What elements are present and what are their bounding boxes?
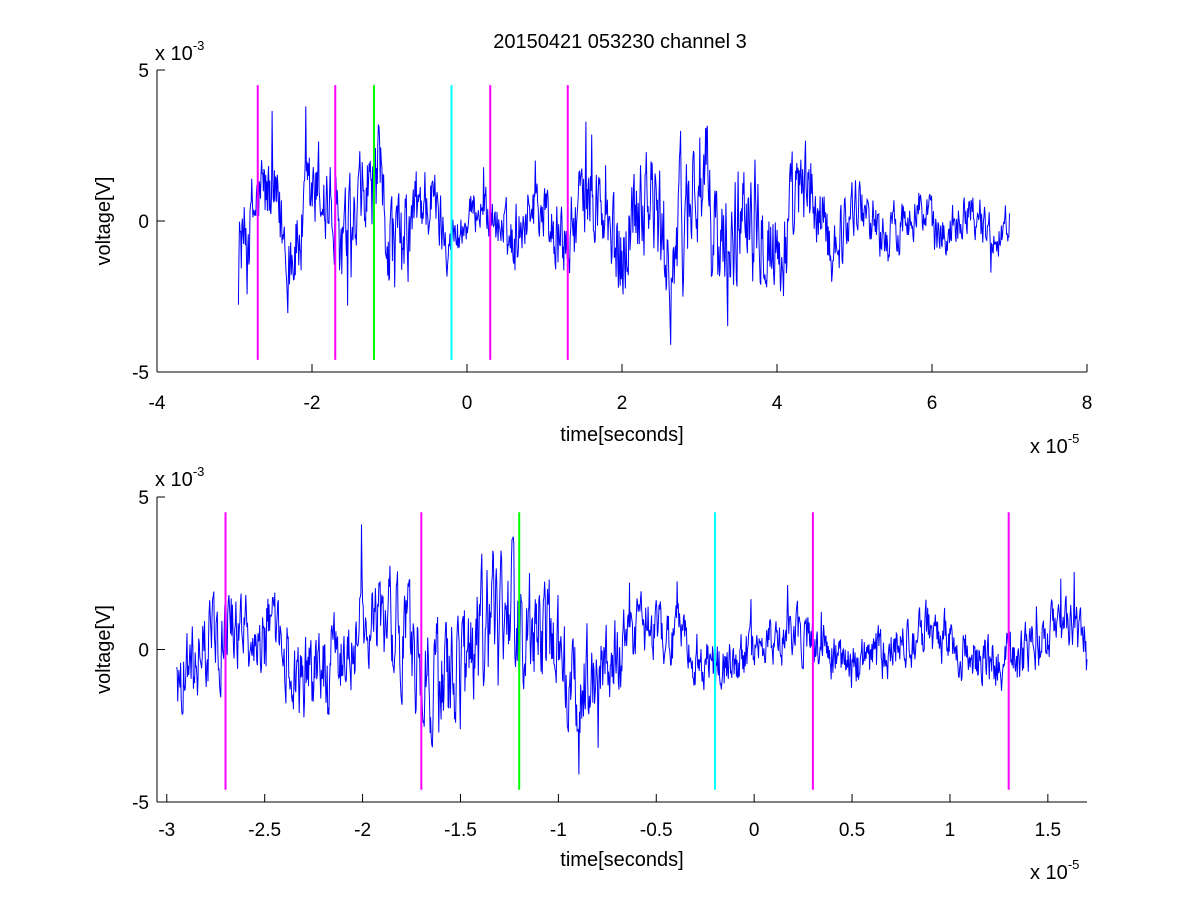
y-axis-multiplier: x 10-3 — [155, 464, 204, 491]
chart-title: 20150421 053230 channel 3 — [493, 31, 747, 53]
x-axis-multiplier: x 10-5 — [1030, 857, 1079, 884]
x-tick-label: 6 — [927, 393, 938, 414]
x-tick-label: 2 — [617, 393, 628, 414]
x-tick-label: 8 — [1082, 393, 1093, 414]
y-tick-label: 5 — [138, 488, 149, 509]
x-tick-label: -3 — [158, 820, 175, 841]
top-panel: -4 -2 0 2 4 6 8 -5 0 5 time[seconds] voltage[V] x 10… — [93, 38, 1092, 458]
y-axis-multiplier: x 10-3 — [155, 38, 204, 65]
y-axis-label: voltage[V] — [93, 605, 115, 694]
x-axis-label: time[seconds] — [560, 849, 683, 871]
x-tick-label: 4 — [772, 393, 783, 414]
y-axis-label: voltage[V] — [93, 177, 115, 266]
y-tick-label: 5 — [138, 61, 149, 82]
x-tick-label: -4 — [149, 393, 166, 414]
x-tick-label: -2 — [304, 393, 321, 414]
y-tick-label: 0 — [138, 212, 149, 233]
bottom-panel: -3 -2.5 -2 -1.5 -1 -0.5 0 0.5 1 1.5 -5 0 5 time[secon… — [93, 464, 1088, 884]
x-axis-multiplier: x 10-5 — [1030, 431, 1079, 458]
x-axis-label: time[seconds] — [560, 424, 683, 446]
x-tick-label: -0.5 — [640, 820, 673, 841]
x-tick-label: -2 — [354, 820, 371, 841]
y-tick-label: -5 — [132, 793, 149, 814]
signal-trace — [237, 106, 1010, 345]
x-tick-label: 1.5 — [1035, 820, 1061, 841]
x-tick-label: 0 — [462, 393, 473, 414]
x-tick-label: -1 — [550, 820, 567, 841]
y-tick-label: 0 — [138, 641, 149, 662]
x-tick-label: 1 — [945, 820, 956, 841]
x-tick-label: -1.5 — [444, 820, 477, 841]
signal-trace — [176, 524, 1088, 775]
x-tick-label: -2.5 — [248, 820, 281, 841]
x-tick-label: 0.5 — [839, 820, 865, 841]
x-tick-label: 0 — [749, 820, 760, 841]
y-tick-label: -5 — [132, 363, 149, 384]
